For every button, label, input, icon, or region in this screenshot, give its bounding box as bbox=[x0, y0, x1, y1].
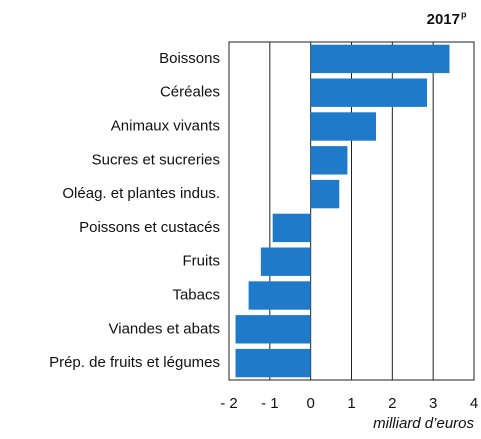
bar bbox=[235, 315, 311, 344]
bar bbox=[260, 247, 311, 276]
chart-title-sup: p bbox=[461, 9, 467, 19]
x-tick-label: 0 bbox=[306, 395, 314, 412]
y-tick-label: Prép. de fruits et légumes bbox=[49, 354, 220, 371]
y-tick-label: Poissons et custacés bbox=[79, 219, 220, 236]
bar bbox=[310, 112, 376, 141]
bar bbox=[310, 179, 340, 209]
y-tick-label: Céréales bbox=[160, 84, 220, 101]
y-tick-label: Sucres et sucreries bbox=[92, 151, 220, 168]
y-tick-label: Oléag. et plantes indus. bbox=[62, 185, 220, 202]
y-tick-label: Viandes et abats bbox=[109, 320, 220, 337]
x-tick-label: - 1 bbox=[261, 395, 279, 412]
bar bbox=[235, 348, 311, 378]
x-tick-label: 3 bbox=[429, 395, 437, 412]
bar bbox=[310, 146, 348, 175]
chart-title: 2017 bbox=[427, 11, 460, 28]
bar bbox=[310, 78, 428, 107]
x-tick-label: 4 bbox=[470, 395, 478, 412]
y-tick-label: Tabacs bbox=[172, 286, 220, 303]
x-tick-label: 1 bbox=[347, 395, 355, 412]
plot-frame bbox=[228, 41, 475, 381]
x-axis-label: milliard d’euros bbox=[373, 415, 474, 432]
y-tick-label: Animaux vivants bbox=[111, 117, 220, 134]
bar bbox=[272, 213, 311, 243]
x-tick-label: 2 bbox=[388, 395, 396, 412]
y-tick-label: Fruits bbox=[183, 253, 221, 270]
bar bbox=[310, 44, 450, 74]
bar bbox=[248, 281, 311, 310]
y-tick-label: Boissons bbox=[159, 50, 220, 67]
x-tick-label: - 2 bbox=[220, 395, 238, 412]
